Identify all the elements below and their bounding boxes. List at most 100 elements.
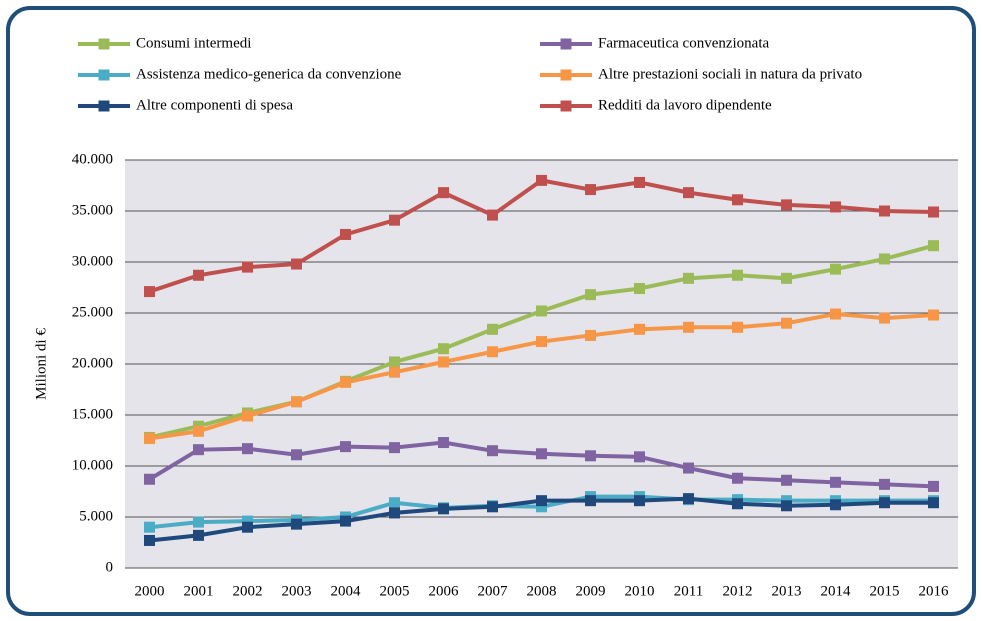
point [438,356,449,368]
point [487,346,498,358]
point [242,410,253,422]
point [585,495,596,507]
point [634,323,645,335]
point [144,286,155,298]
point [634,495,645,507]
point [928,497,939,509]
legend-label: Altre prestazioni sociali in natura da p… [598,66,862,82]
point [144,534,155,546]
point [683,321,694,333]
legend-marker [98,69,110,81]
point [389,507,400,519]
point [144,521,155,533]
point [781,199,792,211]
point [928,240,939,252]
x-tick-label: 2016 [919,583,950,599]
legend-label: Redditi da lavoro dipendente [598,97,772,113]
point [242,515,253,527]
x-tick-label: 2004 [331,583,362,599]
point [487,501,498,513]
y-tick-label: 20.000 [72,355,113,371]
point [291,396,302,408]
legend-marker [98,100,110,112]
point [683,462,694,474]
point [389,214,400,226]
x-tick-label: 2000 [135,583,165,599]
x-tick-label: 2009 [576,583,606,599]
legend-marker [560,38,572,50]
point [732,194,743,206]
point [634,451,645,463]
point [536,501,547,513]
x-tick-label: 2015 [870,583,900,599]
legend-label: Consumi intermedi [136,35,251,51]
x-tick-label: 2010 [625,583,655,599]
point [585,329,596,341]
point [634,176,645,188]
x-tick-label: 2012 [723,583,753,599]
point [291,449,302,461]
x-tick-label: 2005 [380,583,410,599]
point [536,174,547,186]
point [830,308,841,320]
legend-label: Farmaceutica convenzionata [598,35,770,51]
point [389,356,400,368]
point [683,493,694,505]
point [340,376,351,388]
point [438,343,449,355]
point [536,495,547,507]
x-tick-label: 2014 [821,583,852,599]
point [487,209,498,221]
point [781,317,792,329]
point [340,228,351,240]
x-tick-label: 2008 [527,583,557,599]
point [683,187,694,199]
point [732,269,743,281]
point [291,518,302,530]
point [879,205,890,217]
point [242,443,253,455]
x-tick-label: 2006 [429,583,460,599]
y-tick-label: 25.000 [72,304,113,320]
y-tick-label: 0 [106,559,114,575]
y-tick-label: 35.000 [72,202,113,218]
point [340,441,351,453]
point [830,263,841,275]
point [536,305,547,317]
x-tick-label: 2001 [184,583,214,599]
point [487,445,498,457]
y-tick-label: 30.000 [72,253,113,269]
x-tick-label: 2002 [233,583,263,599]
point [340,515,351,527]
point [781,272,792,284]
point [928,206,939,218]
point [732,498,743,510]
point [193,444,204,456]
y-axis-label: Milioni di € [33,328,49,400]
point [193,516,204,528]
point [242,261,253,273]
point [487,323,498,335]
point [585,184,596,196]
point [634,283,645,295]
point [732,321,743,333]
y-tick-label: 5.000 [79,508,113,524]
point [879,497,890,509]
point [389,497,400,509]
x-tick-label: 2003 [282,583,312,599]
point [144,432,155,444]
point [438,437,449,449]
legend-marker [560,69,572,81]
point [879,312,890,324]
point [830,499,841,511]
legend-marker [98,38,110,50]
point [732,472,743,484]
point [193,425,204,437]
point [438,503,449,515]
point [389,366,400,378]
point [438,187,449,199]
point [585,450,596,462]
point [928,309,939,321]
x-tick-label: 2013 [772,583,802,599]
